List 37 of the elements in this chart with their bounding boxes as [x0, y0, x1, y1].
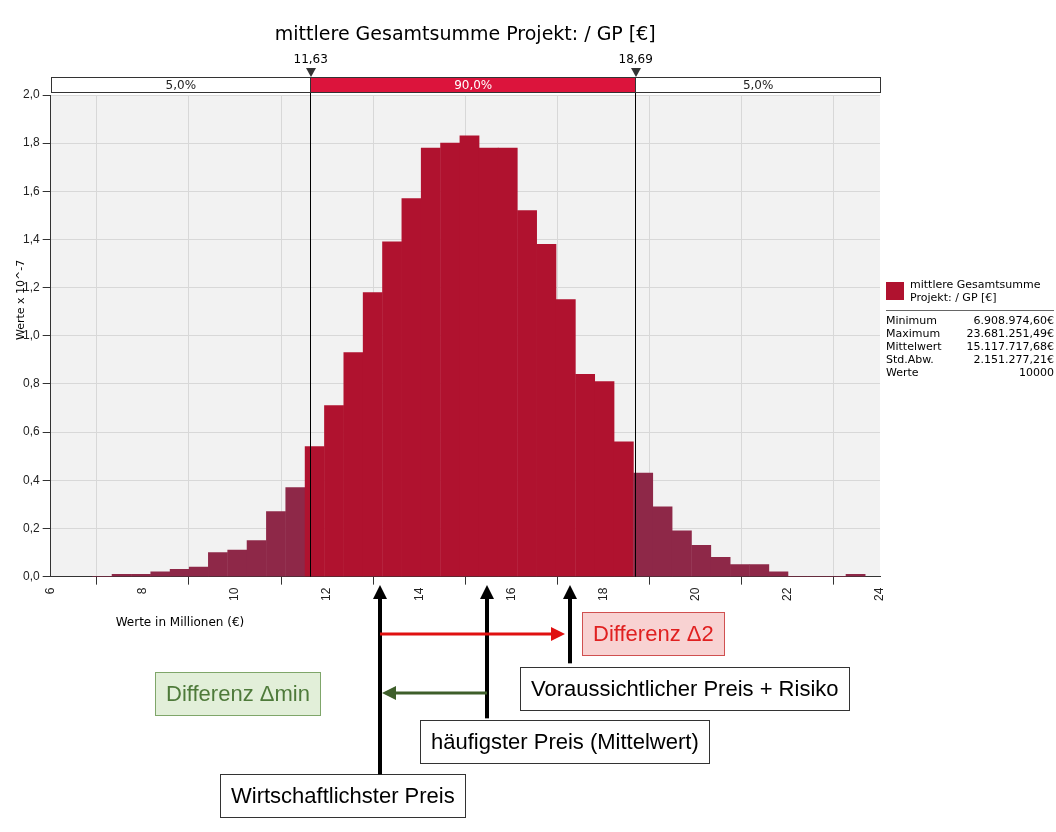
x-tick-label: 16 [503, 587, 518, 602]
x-tick-label: 12 [319, 587, 334, 602]
text: häufigster Preis (Mittelwert) [420, 720, 710, 764]
chart-title: mittlere Gesamtsumme Projekt: / GP [€] [274, 22, 656, 44]
x-tick-label: 14 [411, 587, 426, 602]
x-tick-label: 24 [872, 587, 887, 602]
x-tick-label: 6 [42, 587, 57, 595]
text: Minimum 6.908.974,60€ [886, 314, 1054, 327]
text: Mittelwert 15.117.717,68€ [886, 340, 1054, 353]
ref-line-label: 11,63 [293, 52, 328, 66]
x-tick-label: 10 [227, 587, 242, 602]
text: Wirtschaftlichster Preis [220, 774, 466, 818]
text: Std.Abw. 2.151.277,21€ [886, 353, 1054, 366]
y-tick-label: 0,0 [22, 568, 40, 583]
y-tick-label: 0,4 [22, 472, 40, 487]
text: 5,0% [50, 77, 312, 93]
x-tick-label: 20 [688, 587, 703, 602]
text: Voraussichtlicher Preis + Risiko [520, 667, 850, 711]
y-tick-label: 1,6 [22, 183, 40, 198]
y-tick-label: 0,8 [22, 376, 40, 391]
text: 90,0% [310, 77, 637, 93]
text: Differenz Δ2 [582, 612, 725, 656]
y-tick-label: 2,0 [22, 87, 40, 102]
ref-line-label: 18,69 [618, 52, 653, 66]
x-axis-title: Werte in Millionen (€) [115, 614, 245, 629]
x-tick-label: 8 [135, 587, 150, 595]
y-tick-label: 1,4 [22, 231, 40, 246]
text: Differenz Δmin [155, 672, 321, 716]
x-tick-label: 18 [595, 587, 610, 602]
x-tick-label: 22 [780, 587, 795, 602]
legend-label: mittlere Gesamtsumme Projekt: / GP [€] [910, 278, 1042, 304]
y-tick-label: 1,8 [22, 135, 40, 150]
y-tick-label: 0,6 [22, 424, 40, 439]
y-tick-label: 0,2 [22, 520, 40, 535]
text: Werte 10000 [886, 366, 1054, 379]
text: 5,0% [635, 77, 881, 93]
text: Maximum 23.681.251,49€ [886, 327, 1054, 340]
